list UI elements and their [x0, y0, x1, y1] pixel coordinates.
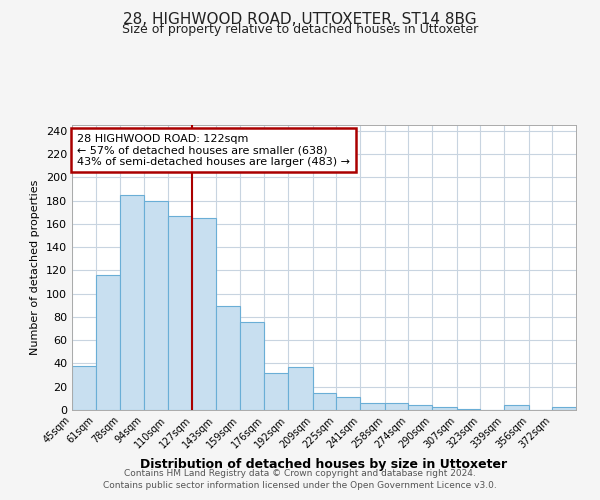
Text: Size of property relative to detached houses in Uttoxeter: Size of property relative to detached ho…: [122, 22, 478, 36]
Text: 28, HIGHWOOD ROAD, UTTOXETER, ST14 8BG: 28, HIGHWOOD ROAD, UTTOXETER, ST14 8BG: [123, 12, 477, 28]
Bar: [216, 306, 239, 410]
Bar: [121, 195, 144, 410]
Bar: [167, 216, 193, 410]
Text: 28 HIGHWOOD ROAD: 122sqm
← 57% of detached houses are smaller (638)
43% of semi-: 28 HIGHWOOD ROAD: 122sqm ← 57% of detach…: [77, 134, 350, 167]
Bar: [144, 200, 167, 410]
Text: Contains HM Land Registry data © Crown copyright and database right 2024.: Contains HM Land Registry data © Crown c…: [124, 468, 476, 477]
Bar: [409, 406, 432, 410]
Bar: [385, 403, 409, 410]
Bar: [239, 322, 265, 410]
Bar: [313, 392, 337, 410]
Bar: [457, 409, 481, 410]
Bar: [337, 397, 360, 410]
Bar: [504, 406, 529, 410]
Bar: [95, 275, 121, 410]
X-axis label: Distribution of detached houses by size in Uttoxeter: Distribution of detached houses by size …: [140, 458, 508, 471]
Bar: [288, 367, 313, 410]
Bar: [432, 406, 457, 410]
Bar: [72, 366, 95, 410]
Bar: [193, 218, 216, 410]
Text: Contains public sector information licensed under the Open Government Licence v3: Contains public sector information licen…: [103, 481, 497, 490]
Bar: [360, 403, 385, 410]
Bar: [265, 373, 288, 410]
Y-axis label: Number of detached properties: Number of detached properties: [31, 180, 40, 355]
Bar: [553, 406, 576, 410]
